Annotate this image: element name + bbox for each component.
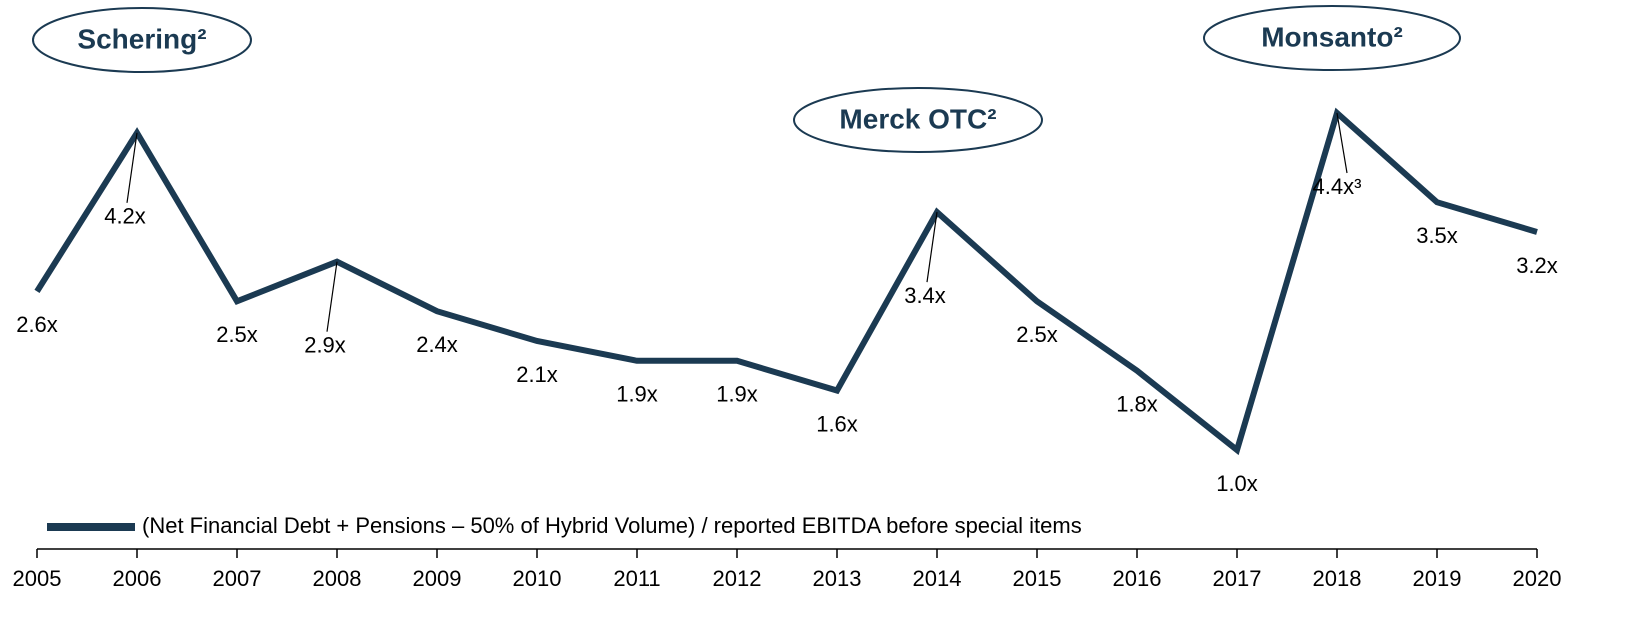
- data-label: 1.6x: [816, 411, 858, 436]
- x-tick-label: 2005: [13, 566, 62, 591]
- x-tick-label: 2016: [1113, 566, 1162, 591]
- x-tick-label: 2011: [613, 566, 660, 591]
- x-tick-label: 2010: [513, 566, 562, 591]
- x-tick-label: 2018: [1313, 566, 1362, 591]
- data-label: 2.5x: [216, 322, 258, 347]
- leader-line: [1336, 112, 1348, 174]
- x-tick-label: 2009: [413, 566, 462, 591]
- data-label: 4.4x³: [1313, 174, 1362, 199]
- data-label: 3.5x: [1416, 223, 1458, 248]
- data-label: 4.2x: [104, 204, 146, 229]
- data-label: 1.9x: [616, 382, 658, 407]
- x-tick-label: 2007: [213, 566, 262, 591]
- data-label: 2.1x: [516, 362, 558, 387]
- data-label: 2.9x: [304, 332, 346, 357]
- data-label: 1.8x: [1116, 392, 1158, 417]
- data-label: 3.2x: [1516, 253, 1558, 278]
- annotation: Merck OTC²: [839, 103, 996, 134]
- line: [34, 107, 1538, 456]
- data-label: 2.5x: [1016, 322, 1058, 347]
- x-tick-label: 2015: [1013, 566, 1062, 591]
- x-tick-label: 2019: [1413, 566, 1462, 591]
- leader-line: [926, 212, 938, 283]
- x-tick-label: 2008: [313, 566, 362, 591]
- data-label: 1.0x: [1216, 471, 1258, 496]
- annotation: Schering²: [77, 23, 206, 54]
- x-tick-label: 2012: [713, 566, 762, 591]
- annotation-ellipse: [793, 87, 1043, 153]
- legend-label: (Net Financial Debt + Pensions – 50% of …: [142, 513, 1082, 538]
- x-tick-label: 2006: [113, 566, 162, 591]
- leader-line: [126, 132, 138, 203]
- data-label: 1.9x: [716, 382, 758, 407]
- annotation-ellipse: [1203, 5, 1461, 71]
- data-label: 2.4x: [416, 332, 458, 357]
- x-tick-label: 2017: [1213, 566, 1262, 591]
- data-label: 3.4x: [904, 283, 946, 308]
- annotation-ellipse: [32, 7, 252, 73]
- leader-line: [326, 261, 338, 332]
- x-tick-label: 2013: [813, 566, 862, 591]
- annotation: Monsanto²: [1261, 21, 1403, 52]
- x-tick-label: 2020: [1513, 566, 1562, 591]
- x-tick-label: 2014: [913, 566, 962, 591]
- data-label: 2.6x: [16, 312, 58, 337]
